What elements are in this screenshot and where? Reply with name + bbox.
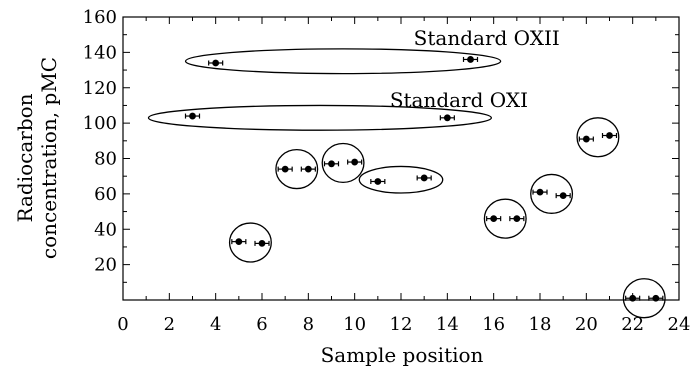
- group-ellipse: [530, 173, 574, 214]
- data-point: [439, 114, 455, 122]
- y-axis-title-line-1: Radiocarbon: [13, 93, 37, 222]
- data-point: [184, 112, 201, 120]
- x-tick-label: 6: [256, 314, 267, 335]
- y-tick-label: 160: [83, 7, 117, 28]
- point-marker: [582, 135, 590, 143]
- y-axis-title-line-2: concentration, pMC: [37, 57, 61, 259]
- data-point: [416, 174, 432, 182]
- point-marker: [258, 240, 266, 247]
- group-ellipse: [147, 104, 492, 131]
- y-tick-label: 80: [94, 149, 117, 170]
- x-tick-label: 22: [621, 314, 644, 335]
- data-point: [509, 215, 525, 223]
- point-marker: [513, 215, 521, 223]
- y-tick-label: 140: [83, 42, 117, 63]
- x-tick-label: 20: [575, 314, 598, 335]
- x-axis-title: Sample position: [321, 343, 484, 367]
- data-point: [601, 132, 618, 139]
- point-marker: [328, 160, 335, 168]
- point-marker: [304, 165, 312, 173]
- plot-frame: [122, 16, 680, 301]
- x-tick-label: 18: [529, 314, 552, 335]
- point-marker: [374, 178, 382, 185]
- y-tick-label: 60: [94, 184, 117, 205]
- data-point: [208, 59, 224, 67]
- point-marker: [281, 165, 289, 173]
- group-ellipse: [576, 117, 620, 158]
- x-tick-label: 0: [117, 314, 128, 335]
- x-tick-label: 24: [668, 314, 691, 335]
- point-marker: [606, 132, 613, 139]
- x-tick-label: 10: [343, 314, 366, 335]
- y-tick-label: 120: [83, 78, 117, 99]
- group-ellipse: [184, 48, 502, 75]
- data-point: [254, 240, 270, 247]
- annotation-standard-oxii: Standard OXII: [414, 26, 560, 50]
- plot-border: [122, 16, 680, 301]
- axis-ticks: [122, 16, 680, 301]
- group-ellipse: [483, 198, 527, 239]
- x-tick-label: 12: [390, 314, 413, 335]
- data-point: [462, 56, 479, 63]
- x-tick-label: 8: [303, 314, 314, 335]
- x-tick-label: 4: [210, 314, 221, 335]
- data-points: [184, 56, 664, 302]
- y-tick-label: 100: [83, 113, 117, 134]
- data-point: [277, 165, 293, 173]
- point-marker: [490, 215, 498, 223]
- point-marker: [189, 112, 196, 120]
- group-ellipse: [321, 142, 365, 184]
- point-marker: [536, 188, 544, 196]
- point-marker: [467, 56, 474, 63]
- group-ellipse: [622, 278, 666, 319]
- point-marker: [212, 59, 220, 67]
- data-point: [578, 135, 594, 143]
- point-marker: [559, 192, 567, 200]
- group-ellipse: [275, 149, 319, 190]
- x-tick-label: 2: [164, 314, 175, 335]
- tick-labels: 0 2 4 6 8 10 12 14 16 18 20 22 242040608010012014016…: [83, 7, 691, 335]
- annotation-standard-oxi: Standard OXI: [390, 88, 528, 112]
- data-point: [555, 192, 571, 200]
- y-tick-label: 40: [94, 219, 117, 240]
- y-tick-label: 20: [94, 255, 117, 276]
- data-point: [323, 160, 340, 168]
- group-ellipses: [147, 48, 666, 319]
- data-point: [532, 188, 548, 196]
- data-point: [231, 238, 247, 246]
- x-tick-label: 16: [482, 314, 505, 335]
- point-marker: [443, 114, 451, 122]
- group-ellipse: [358, 165, 444, 194]
- x-tick-label: 14: [436, 314, 459, 335]
- group-ellipse: [228, 222, 272, 263]
- data-point: [347, 158, 363, 166]
- point-marker: [420, 174, 428, 182]
- point-marker: [235, 238, 243, 246]
- data-point: [486, 215, 502, 223]
- data-point: [300, 165, 316, 173]
- point-marker: [351, 158, 359, 166]
- data-point: [370, 178, 386, 185]
